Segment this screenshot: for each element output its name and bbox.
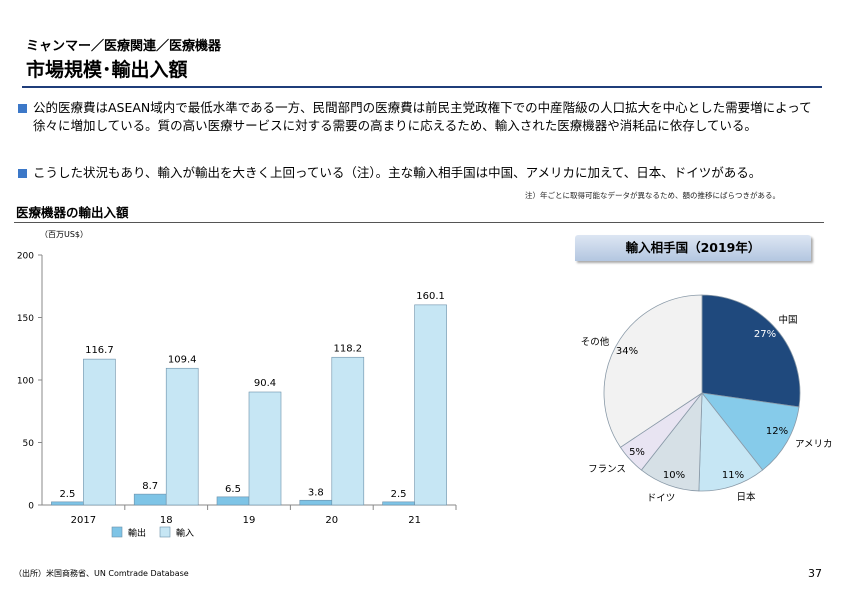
export-data-label: 6.5 [225, 484, 241, 495]
footnote: 注）年ごとに取得可能なデータが異なるため、額の推移にばらつきがある。 [525, 191, 780, 200]
legend-import-swatch [159, 526, 171, 538]
y-axis-unit-label: （百万US$） [40, 230, 89, 239]
pie-category-label: 中国 [778, 314, 797, 326]
import-bar [165, 367, 199, 506]
y-tick-label: 0 [28, 502, 34, 512]
import-data-label: 90.4 [254, 378, 276, 389]
bullet-item: 公的医療費はASEAN域内で最低水準である一方、民間部門の医療費は前民主党政権下… [18, 99, 818, 135]
pie-percent-label: 10% [663, 470, 685, 481]
bullet-square-icon [18, 169, 27, 178]
import-data-label: 160.1 [416, 291, 445, 302]
pie-slice-usa [701, 392, 800, 471]
export-data-label: 2.5 [59, 489, 75, 500]
section-divider [14, 222, 824, 223]
x-tick-label: 19 [243, 515, 256, 526]
x-tick-label: 21 [408, 515, 421, 526]
import-bar [414, 304, 447, 506]
export-bar [133, 493, 167, 506]
y-tick-label: 100 [17, 377, 34, 387]
import-bar [248, 391, 282, 506]
bullet-item: こうした状況もあり、輸入が輸出を大きく上回っている（注）。主な輸入相手国は中国、… [18, 164, 818, 182]
export-data-label: 8.7 [142, 481, 158, 492]
pie-percent-label: 5% [629, 447, 645, 458]
pie-percent-label: 11% [722, 470, 744, 481]
breadcrumb: ミャンマー／医療関連／医療機器 [26, 39, 222, 54]
export-bar [299, 499, 333, 506]
export-bar [216, 496, 250, 506]
legend-export-label: 輸出 [128, 527, 146, 539]
x-tick-label: 20 [325, 515, 338, 526]
bullet-text: 公的医療費はASEAN域内で最低水準である一方、民間部門の医療費は前民主党政権下… [33, 100, 812, 133]
export-bar [51, 501, 84, 506]
pie-category-label: ドイツ [647, 493, 676, 504]
pie-percent-label: 27% [754, 329, 776, 340]
legend-export-swatch [111, 526, 123, 538]
export-bar [382, 501, 415, 506]
import-data-label: 116.7 [85, 345, 114, 356]
pie-chart-title: 輸入相手国（2019年） [575, 235, 811, 261]
pie-category-label: フランス [588, 464, 626, 475]
import-bar [83, 358, 116, 506]
title-divider [22, 86, 822, 88]
y-tick-label: 150 [17, 314, 34, 324]
source-note: （出所）米国商務省、UN Comtrade Database [14, 569, 189, 578]
export-data-label: 2.5 [391, 489, 407, 500]
page-title: 市場規模･輸出入額 [26, 59, 188, 81]
bullet-text: こうした状況もあり、輸入が輸出を大きく上回っている（注）。主な輸入相手国は中国、… [33, 165, 762, 180]
page-number: 37 [808, 567, 822, 580]
x-tick-label: 18 [160, 515, 173, 526]
y-tick-label: 50 [23, 439, 35, 449]
pie-percent-label: 12% [766, 426, 788, 437]
pie-category-label: 日本 [736, 491, 756, 503]
x-tick-label: 2017 [71, 515, 96, 526]
pie-percent-label: 34% [616, 346, 638, 357]
import-data-label: 118.2 [333, 343, 362, 354]
pie-slice-china [701, 294, 801, 408]
pie-category-label: その他 [581, 336, 610, 348]
import-data-label: 109.4 [168, 354, 197, 365]
legend-import-label: 輸入 [176, 527, 194, 539]
import-bar [331, 356, 365, 506]
pie-slice-other [603, 294, 703, 448]
pie-category-label: アメリカ [795, 439, 833, 450]
y-tick-label: 200 [17, 252, 34, 262]
section-title: 医療機器の輸出入額 [16, 205, 129, 220]
bullet-square-icon [18, 104, 27, 113]
export-data-label: 3.8 [308, 487, 324, 498]
pie-slice-japan [698, 391, 764, 492]
